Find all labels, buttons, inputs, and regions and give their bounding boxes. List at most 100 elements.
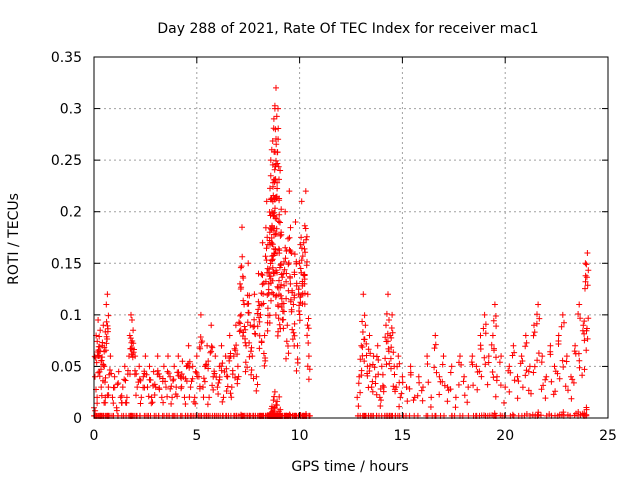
data-point [366, 332, 373, 339]
data-point [457, 353, 463, 360]
data-point [304, 291, 311, 298]
data-point [275, 136, 282, 143]
data-point [365, 346, 372, 353]
data-point [305, 353, 312, 360]
data-point [195, 373, 202, 380]
data-point [234, 351, 241, 358]
data-point [299, 253, 306, 260]
data-point [536, 315, 543, 322]
data-point [476, 368, 483, 375]
data-point [493, 323, 500, 330]
data-point [223, 365, 230, 372]
data-point [474, 386, 481, 393]
data-point [215, 380, 222, 386]
data-point [286, 188, 293, 195]
data-point [458, 361, 465, 368]
data-point [482, 361, 489, 368]
data-point [379, 371, 386, 378]
data-point [164, 393, 171, 400]
data-point [174, 393, 181, 400]
data-point [101, 399, 108, 406]
data-point [490, 317, 497, 324]
data-point [279, 308, 286, 315]
data-points [91, 84, 592, 419]
data-point [539, 353, 546, 360]
data-point [517, 360, 524, 367]
x-tick-label: 25 [599, 428, 617, 444]
data-point [165, 353, 171, 360]
data-point [383, 310, 390, 317]
data-point [219, 360, 226, 367]
data-point [447, 369, 454, 376]
data-point [269, 161, 276, 168]
data-point [276, 247, 283, 254]
data-point [576, 301, 583, 308]
data-point [382, 355, 389, 362]
data-point [131, 346, 137, 353]
data-point [484, 381, 491, 388]
data-point [104, 328, 111, 335]
y-tick-label: 0 [73, 411, 82, 427]
data-point [585, 315, 592, 322]
data-point [398, 390, 405, 397]
data-point [193, 353, 200, 360]
data-point [403, 384, 410, 391]
data-point [209, 344, 216, 351]
data-point [289, 287, 296, 294]
y-tick-label: 0.15 [51, 256, 82, 272]
data-point [293, 280, 300, 287]
data-point [267, 260, 274, 267]
data-point [514, 373, 521, 380]
data-point [269, 264, 276, 271]
data-point [98, 384, 105, 391]
data-point [371, 364, 378, 371]
data-point [243, 342, 250, 349]
data-point [385, 348, 392, 355]
data-point [133, 370, 140, 377]
data-point [111, 373, 118, 380]
data-point [554, 370, 561, 377]
data-point [199, 338, 206, 345]
data-point [305, 315, 312, 322]
data-point [273, 225, 280, 232]
data-point [276, 393, 283, 400]
data-point [276, 321, 283, 328]
data-point [583, 261, 590, 268]
data-point [387, 355, 394, 362]
data-point [238, 311, 245, 318]
data-point [525, 387, 532, 394]
data-point [121, 376, 128, 383]
data-point [559, 311, 566, 318]
data-point [548, 378, 555, 385]
data-point [491, 347, 497, 354]
data-point [369, 388, 376, 395]
data-point [478, 373, 485, 380]
data-point [256, 318, 263, 325]
data-point [242, 368, 249, 375]
data-point [285, 261, 292, 268]
data-point [99, 354, 106, 361]
data-point [276, 211, 283, 218]
data-point [267, 172, 274, 179]
data-point [267, 273, 274, 280]
data-point [302, 225, 309, 232]
data-point [273, 84, 279, 91]
data-point [270, 397, 277, 404]
data-point [94, 394, 101, 401]
y-tick-label: 0.1 [60, 308, 82, 324]
data-point [272, 246, 279, 253]
data-point [296, 308, 302, 314]
data-point [265, 286, 272, 293]
data-point [207, 349, 214, 356]
data-point [522, 343, 529, 350]
data-point [477, 332, 484, 339]
data-point [275, 163, 282, 170]
data-point [391, 371, 398, 378]
data-point [397, 394, 404, 401]
data-point [121, 363, 128, 370]
data-point [192, 368, 199, 375]
data-point [496, 359, 503, 366]
data-point [150, 368, 157, 375]
data-point [276, 176, 282, 183]
